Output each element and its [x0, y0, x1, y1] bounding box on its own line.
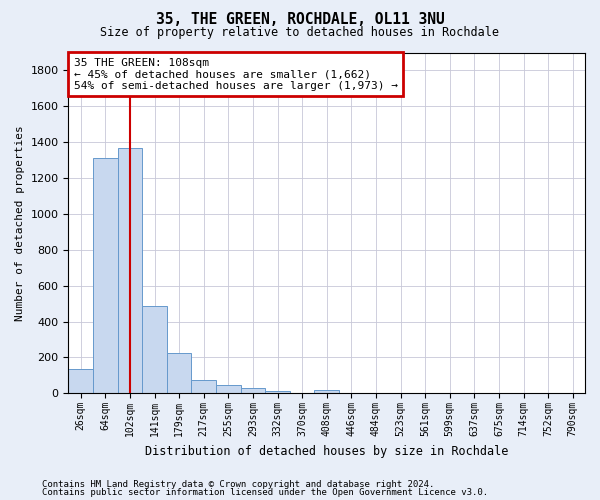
Bar — [93, 158, 118, 394]
Text: Contains public sector information licensed under the Open Government Licence v3: Contains public sector information licen… — [42, 488, 488, 497]
Text: 35, THE GREEN, ROCHDALE, OL11 3NU: 35, THE GREEN, ROCHDALE, OL11 3NU — [155, 12, 445, 28]
X-axis label: Distribution of detached houses by size in Rochdale: Distribution of detached houses by size … — [145, 444, 508, 458]
Bar — [216, 385, 241, 394]
Bar — [167, 353, 191, 394]
Bar — [314, 390, 339, 394]
Bar — [265, 390, 290, 394]
Y-axis label: Number of detached properties: Number of detached properties — [15, 125, 25, 321]
Text: Contains HM Land Registry data © Crown copyright and database right 2024.: Contains HM Land Registry data © Crown c… — [42, 480, 434, 489]
Bar — [241, 388, 265, 394]
Bar — [118, 148, 142, 394]
Text: 35 THE GREEN: 108sqm
← 45% of detached houses are smaller (1,662)
54% of semi-de: 35 THE GREEN: 108sqm ← 45% of detached h… — [74, 58, 398, 91]
Bar — [191, 380, 216, 394]
Bar — [68, 369, 93, 394]
Text: Size of property relative to detached houses in Rochdale: Size of property relative to detached ho… — [101, 26, 499, 39]
Bar — [142, 306, 167, 394]
